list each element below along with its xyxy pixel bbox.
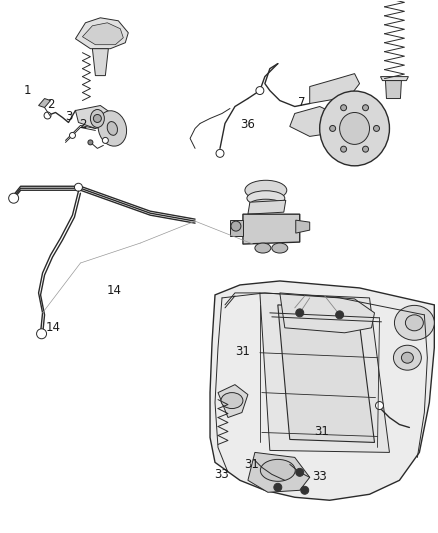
Text: 14: 14: [46, 321, 60, 334]
Circle shape: [44, 112, 51, 119]
Polygon shape: [243, 214, 300, 244]
Circle shape: [9, 193, 19, 203]
Polygon shape: [75, 18, 128, 49]
Ellipse shape: [221, 393, 243, 409]
Ellipse shape: [247, 191, 285, 206]
Circle shape: [374, 125, 379, 132]
Polygon shape: [248, 453, 310, 492]
Circle shape: [301, 486, 309, 494]
Circle shape: [93, 115, 101, 123]
Circle shape: [88, 140, 93, 145]
Circle shape: [330, 125, 336, 132]
Text: 14: 14: [107, 284, 122, 297]
Circle shape: [74, 183, 82, 191]
Ellipse shape: [393, 345, 421, 370]
Ellipse shape: [98, 111, 127, 146]
Text: 31: 31: [236, 345, 251, 358]
Ellipse shape: [107, 122, 117, 135]
Ellipse shape: [90, 109, 104, 127]
Polygon shape: [82, 23, 124, 45]
Polygon shape: [92, 49, 108, 76]
Ellipse shape: [255, 243, 271, 253]
Polygon shape: [248, 200, 286, 214]
Polygon shape: [385, 80, 401, 99]
Circle shape: [375, 401, 384, 409]
Polygon shape: [278, 305, 374, 442]
Circle shape: [363, 146, 368, 152]
Text: 36: 36: [240, 118, 255, 131]
Circle shape: [341, 104, 346, 111]
Polygon shape: [280, 293, 374, 333]
Circle shape: [102, 138, 108, 143]
Text: 33: 33: [214, 469, 229, 481]
Text: 7: 7: [298, 96, 306, 109]
Text: 1: 1: [24, 84, 32, 96]
Ellipse shape: [406, 315, 424, 331]
Polygon shape: [310, 74, 360, 103]
Ellipse shape: [245, 180, 287, 200]
Ellipse shape: [401, 352, 413, 363]
Circle shape: [231, 221, 241, 231]
Ellipse shape: [320, 91, 389, 166]
Text: 31: 31: [314, 425, 329, 438]
Polygon shape: [39, 99, 50, 108]
Polygon shape: [75, 106, 110, 128]
Circle shape: [363, 104, 368, 111]
Ellipse shape: [260, 459, 295, 481]
Circle shape: [341, 146, 346, 152]
Text: 2: 2: [47, 99, 55, 111]
Polygon shape: [381, 77, 408, 80]
Text: 33: 33: [312, 470, 327, 483]
Polygon shape: [218, 385, 248, 417]
Circle shape: [216, 149, 224, 157]
Polygon shape: [260, 293, 389, 453]
Polygon shape: [210, 281, 434, 500]
Polygon shape: [230, 220, 243, 236]
Circle shape: [296, 469, 304, 477]
Circle shape: [296, 309, 304, 317]
Circle shape: [274, 483, 282, 491]
Text: 31: 31: [244, 458, 259, 471]
Ellipse shape: [339, 112, 370, 144]
Circle shape: [256, 86, 264, 94]
Text: 3: 3: [65, 110, 72, 123]
Circle shape: [37, 329, 46, 339]
Ellipse shape: [395, 305, 434, 340]
Text: 2: 2: [79, 118, 87, 131]
Ellipse shape: [272, 243, 288, 253]
Polygon shape: [296, 220, 310, 233]
Circle shape: [336, 311, 343, 319]
Polygon shape: [100, 116, 122, 139]
Ellipse shape: [250, 199, 282, 209]
Circle shape: [70, 132, 75, 139]
Polygon shape: [290, 107, 335, 136]
